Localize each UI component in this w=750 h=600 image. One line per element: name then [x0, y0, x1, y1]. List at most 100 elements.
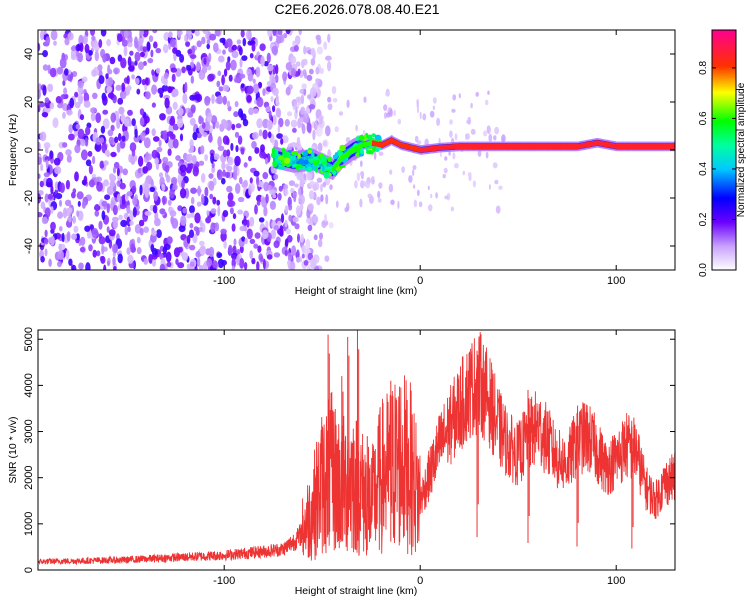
heatmap-cell: [287, 143, 293, 151]
heatmap-cell: [475, 91, 479, 97]
heatmap-cell: [255, 66, 261, 78]
heatmap-cell: [275, 107, 281, 118]
heatmap-cell: [207, 116, 212, 122]
heatmap-ridge-cell: [321, 165, 325, 172]
heatmap-ridge-cell: [440, 144, 442, 151]
heatmap-cell: [131, 118, 136, 127]
heatmap-ridge-cell: [595, 140, 597, 146]
heatmap-cell: [115, 84, 122, 91]
heatmap-cell: [452, 94, 457, 101]
heatmap-cell: [210, 208, 217, 214]
heatmap-cell: [148, 35, 154, 43]
heatmap-ridge-cell: [386, 140, 388, 146]
heatmap-cell: [120, 219, 128, 227]
heatmap-xtick-label: 100: [607, 275, 625, 287]
heatmap-cell: [108, 69, 113, 75]
heatmap-cell: [166, 175, 171, 183]
heatmap-cell: [205, 217, 212, 224]
heatmap-cell: [324, 213, 327, 222]
heatmap-ridge-cell: [469, 143, 472, 150]
heatmap-cell: [393, 109, 396, 117]
spectrogram-panel: -100 0 100 -40 -20 0 20 40 Height of straight l…: [7, 29, 676, 297]
heatmap-ridge-cell: [658, 143, 661, 150]
heatmap-cell: [69, 97, 75, 109]
heatmap-cell: [109, 56, 116, 65]
heatmap-cell: [275, 98, 278, 105]
heatmap-cell: [172, 101, 178, 110]
heatmap-ridge-cell: [356, 144, 359, 151]
snr-ytick-label: 0: [23, 567, 35, 573]
heatmap-cell: [49, 150, 54, 160]
heatmap-cell: [59, 226, 63, 232]
heatmap-ridge-cell: [559, 143, 561, 150]
heatmap-cell: [412, 165, 417, 170]
heatmap-cell: [303, 87, 307, 96]
heatmap-cell: [254, 232, 261, 239]
heatmap-cell: [251, 141, 257, 149]
heatmap-ridge-cell: [473, 143, 475, 150]
heatmap-cell: [177, 173, 182, 185]
heatmap-ridge-cell: [549, 143, 552, 150]
heatmap-cell: [112, 204, 118, 216]
heatmap-cell: [159, 92, 164, 98]
heatmap-ridge-cell: [395, 140, 398, 146]
heatmap-cell: [131, 185, 137, 194]
heatmap-cell: [274, 74, 279, 83]
heatmap-cell: [77, 200, 81, 207]
heatmap-ridge-cell: [459, 143, 461, 150]
heatmap-cell: [208, 173, 214, 179]
heatmap-ridge-cell: [588, 141, 590, 147]
heatmap-cell: [129, 212, 134, 221]
heatmap-cell: [195, 250, 202, 258]
heatmap-cell: [43, 172, 50, 178]
heatmap-cell: [247, 72, 254, 82]
heatmap-cell: [87, 150, 93, 157]
heatmap-ridge-cell: [358, 152, 364, 157]
heatmap-ridge-cell: [441, 144, 443, 151]
heatmap-ridge-cell: [480, 143, 482, 150]
heatmap-cell: [257, 81, 262, 89]
heatmap-ridge-cell: [282, 150, 288, 158]
heatmap-cell: [323, 41, 328, 50]
heatmap-cell: [118, 106, 125, 115]
heatmap-cell: [240, 147, 245, 155]
heatmap-cell: [108, 136, 114, 145]
heatmap-cell: [127, 226, 131, 233]
heatmap-cell: [285, 62, 293, 71]
heatmap-cell: [294, 223, 300, 230]
heatmap-cell: [129, 220, 134, 226]
heatmap-ridge-cell: [283, 157, 291, 164]
heatmap-ridge-cell: [503, 143, 506, 150]
heatmap-cell: [221, 74, 225, 86]
heatmap-cell: [210, 222, 216, 234]
heatmap-ridge-cell: [583, 142, 586, 148]
heatmap-ridge-cell: [347, 150, 349, 156]
heatmap-cell: [253, 243, 259, 249]
heatmap-ridge-cell: [442, 144, 445, 151]
heatmap-cell: [162, 130, 168, 141]
heatmap-ridge-cell: [423, 146, 426, 153]
heatmap-cell: [310, 58, 316, 66]
heatmap-cell: [269, 189, 277, 195]
heatmap-cell: [71, 233, 78, 240]
heatmap-cell: [145, 127, 150, 135]
heatmap-cell: [190, 75, 194, 84]
heatmap-cell: [492, 162, 498, 169]
heatmap-ridge-cell: [352, 147, 354, 153]
heatmap-cell: [123, 30, 129, 39]
heatmap-cell: [319, 117, 323, 125]
heatmap-ridge-cell: [533, 143, 535, 150]
heatmap-cell: [175, 155, 181, 161]
heatmap-cell: [131, 74, 136, 80]
heatmap-ridge-cell: [372, 140, 374, 146]
heatmap-cell: [79, 42, 84, 53]
heatmap-cell: [235, 183, 241, 194]
heatmap-ridge-cell: [496, 143, 499, 150]
heatmap-ridge-cell: [644, 143, 647, 150]
heatmap-ridge-cell: [502, 143, 505, 150]
heatmap-cell: [240, 30, 245, 38]
heatmap-cell: [296, 249, 300, 259]
heatmap-cell: [200, 193, 205, 205]
heatmap-cell: [248, 107, 254, 116]
